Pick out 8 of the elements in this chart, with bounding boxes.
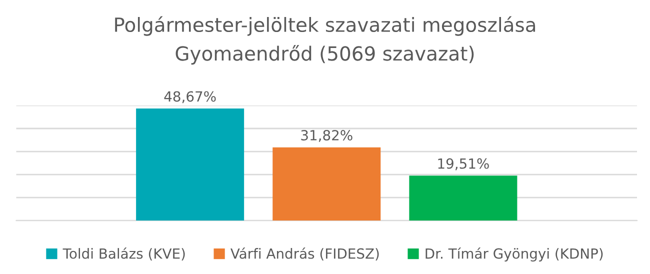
chart-subtitle: Gyomaendrőd (5069 szavazat) (176, 45, 474, 65)
legend-label: Dr. Tímár Gyöngyi (KDNP) (426, 248, 603, 262)
legend-label: Várfi András (FIDESZ) (230, 248, 379, 260)
chart-title: Polgármester-jelöltek szavazati megoszlása (115, 16, 536, 36)
legend-label: Toldi Balázs (KVE) (62, 248, 185, 260)
data-label: 31,82% (301, 130, 352, 142)
data-label: 19,51% (438, 158, 489, 170)
data-label: 48,67% (164, 91, 216, 104)
